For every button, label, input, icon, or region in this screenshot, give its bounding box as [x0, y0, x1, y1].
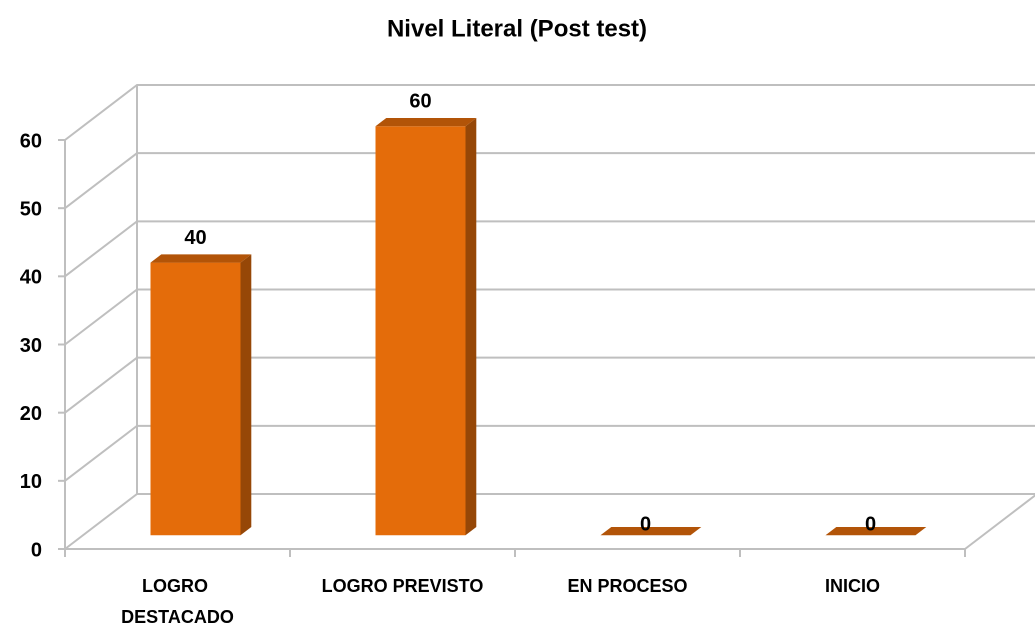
grid-line [64, 152, 1035, 209]
y-tick-label: 20 [20, 403, 42, 425]
floor-edge [964, 494, 1035, 550]
y-tick-label: 40 [20, 267, 42, 289]
y-tick-label: 0 [31, 539, 42, 561]
bar-front [375, 126, 466, 536]
y-tick-label: 10 [20, 471, 42, 493]
y-tick-label: 30 [20, 335, 42, 357]
y-tick-label: 50 [20, 198, 42, 220]
grid-line [64, 84, 1035, 141]
grid-line [64, 288, 1035, 346]
x-tick-label: LOGRO PREVISTO [322, 576, 484, 596]
chart-title: Nivel Literal (Post test) [387, 15, 647, 42]
x-tick-label: EN PROCESO [567, 576, 687, 596]
bar-side [240, 254, 252, 536]
bar-top [150, 254, 252, 263]
grid-line [64, 220, 1035, 278]
grid-line [64, 493, 1035, 550]
data-label: 0 [640, 514, 651, 536]
bar-top [375, 118, 477, 127]
bar-top [825, 527, 927, 536]
data-label: 0 [865, 514, 876, 536]
bar-side [465, 118, 477, 536]
bar-front [150, 262, 241, 536]
grid-line [64, 424, 1035, 482]
data-label: 60 [409, 91, 431, 113]
x-tick-label: LOGRO DESTACADO [121, 576, 234, 627]
bar-top [600, 527, 702, 536]
grid-line [64, 356, 1035, 414]
x-tick-label: INICIO [825, 576, 880, 596]
data-label: 40 [184, 227, 206, 249]
y-tick-label: 60 [20, 130, 42, 152]
